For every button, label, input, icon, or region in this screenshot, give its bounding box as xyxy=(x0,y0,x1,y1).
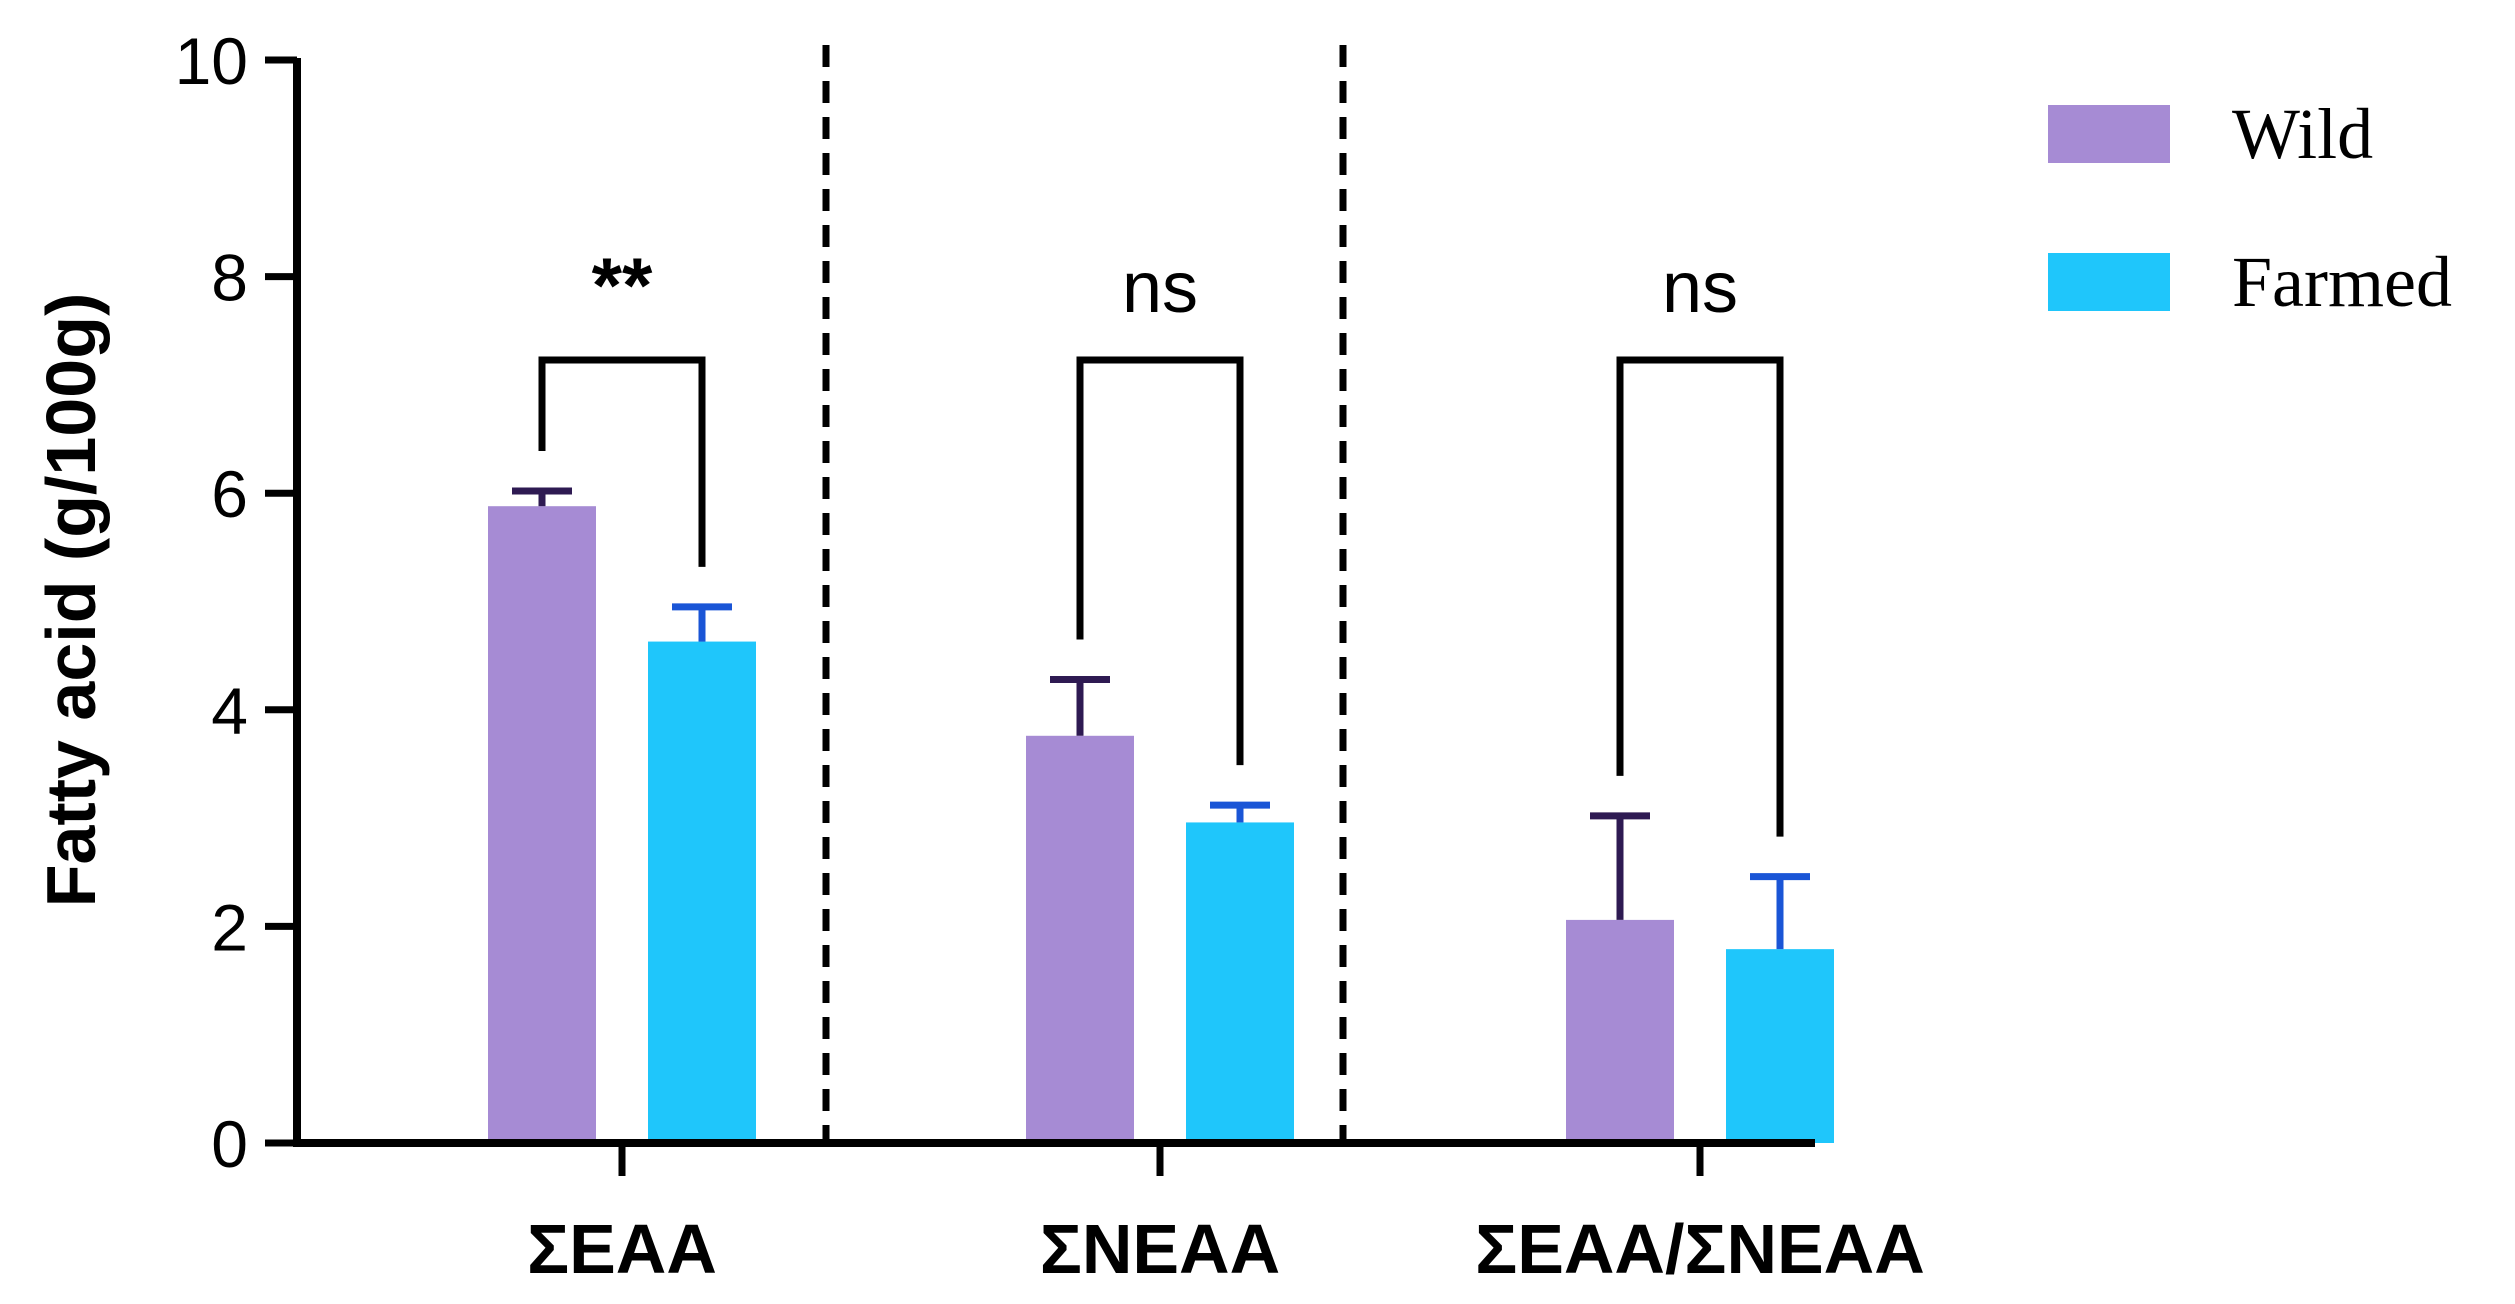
error-bars-layer xyxy=(512,487,1810,950)
y-tick-label-4: 4 xyxy=(211,674,248,748)
significance-brackets: ** ns ns xyxy=(538,241,1784,837)
bar-farmed-2 xyxy=(1186,822,1294,1143)
bar-wild-1 xyxy=(488,506,596,1143)
bars-layer xyxy=(488,506,1834,1143)
axes xyxy=(293,58,1815,1147)
bar-farmed-1 xyxy=(648,641,756,1143)
y-tick-label-6: 6 xyxy=(211,457,248,531)
x-tick-label-2: ΣNEAA xyxy=(1040,1210,1280,1288)
y-tick-label-2: 2 xyxy=(211,890,248,964)
legend-label-wild: Wild xyxy=(2232,94,2373,174)
significance-bracket-3 xyxy=(1616,356,1784,837)
bar-wild-3 xyxy=(1566,919,1674,1143)
x-tick-label-1: ΣEAA xyxy=(527,1210,717,1288)
significance-bracket-2 xyxy=(1076,356,1244,766)
y-tick-label-10: 10 xyxy=(175,24,248,98)
category-separators xyxy=(822,45,1347,1143)
y-ticks: 0 2 4 6 8 10 xyxy=(175,24,297,1181)
y-tick-label-0: 0 xyxy=(211,1107,248,1181)
bar-wild-2 xyxy=(1026,735,1134,1143)
significance-bracket-1 xyxy=(538,356,706,567)
legend-label-farmed: Farmed xyxy=(2232,242,2452,322)
legend-swatch-wild xyxy=(2048,105,2170,163)
legend-swatch-farmed xyxy=(2048,253,2170,311)
bar-farmed-3 xyxy=(1726,949,1834,1143)
significance-label-1: ** xyxy=(592,241,653,329)
y-axis-label: Fatty acid (g/100g) xyxy=(32,293,110,908)
legend: Wild Farmed xyxy=(2048,94,2452,322)
significance-label-2: ns xyxy=(1122,248,1198,328)
x-ticks: ΣEAA ΣNEAA ΣEAA/ΣNEAA xyxy=(527,1143,1925,1288)
significance-label-3: ns xyxy=(1662,248,1738,328)
y-tick-label-8: 8 xyxy=(211,241,248,315)
x-tick-label-3: ΣEAA/ΣNEAA xyxy=(1475,1210,1925,1288)
